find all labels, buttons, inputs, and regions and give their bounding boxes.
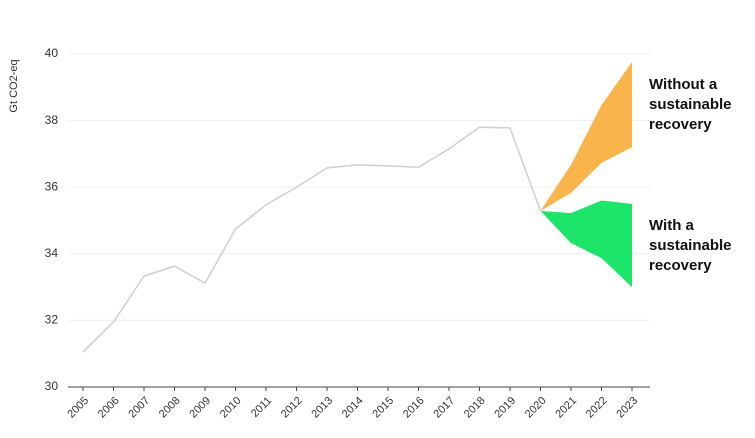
- x-tick-label: 2021: [553, 395, 579, 421]
- line: [82, 126, 542, 353]
- y-tick-label: 34: [45, 246, 59, 260]
- y-tick-label: 30: [45, 379, 59, 393]
- x-tick-label: 2010: [218, 395, 244, 421]
- x-tick-label: 2012: [279, 395, 305, 421]
- x-tick-label: 2014: [340, 395, 366, 421]
- x-tick-label: 2022: [584, 395, 610, 421]
- y-tick-label: 36: [45, 179, 59, 193]
- x-tick-label: 2008: [157, 395, 183, 421]
- band-label: With a sustainable recovery: [649, 217, 732, 274]
- x-tick-label: 2006: [96, 395, 122, 421]
- band-area: [540, 61, 632, 211]
- y-tick-label: 32: [45, 313, 59, 327]
- x-tick-label: 2019: [492, 395, 518, 421]
- band-label: Without a sustainable recovery: [649, 76, 732, 133]
- band-area: [540, 200, 632, 288]
- y-axis-label: Gt CO2-eq: [8, 59, 20, 112]
- x-tick-label: 2018: [462, 395, 488, 421]
- x-tick-label: 2023: [614, 395, 640, 421]
- x-tick-label: 2011: [249, 395, 274, 420]
- x-tick-label: 2013: [309, 395, 335, 421]
- x-tick-label: 2020: [523, 395, 549, 421]
- x-tick-label: 2015: [370, 395, 396, 421]
- x-tick-label: 2009: [187, 395, 213, 421]
- y-tick-label: 40: [45, 46, 59, 60]
- x-tick-label: 2017: [431, 395, 457, 421]
- y-tick-label: 38: [45, 113, 59, 127]
- x-tick-label: 2016: [401, 395, 427, 421]
- x-tick-label: 2007: [126, 395, 152, 421]
- x-tick-label: 2005: [65, 395, 91, 421]
